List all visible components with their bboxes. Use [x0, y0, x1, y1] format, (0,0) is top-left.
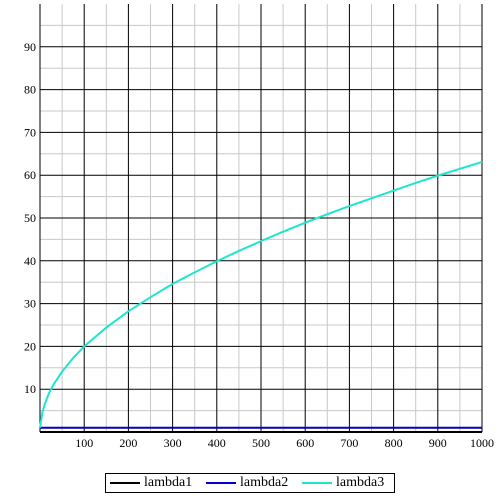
y-tick-label: 80: [24, 83, 36, 97]
y-tick-label: 90: [24, 40, 36, 54]
legend-swatch-lambda1: [110, 482, 140, 484]
legend-swatch-lambda2: [206, 482, 236, 484]
x-tick-labels: 100 200 300 400 500 600 700 800 900 1000: [75, 436, 494, 450]
series-line-lambda3: [39, 160, 483, 428]
x-tick-label: 500: [252, 436, 270, 450]
x-tick-label: 300: [164, 436, 182, 450]
legend: lambda1 lambda2 lambda3: [105, 473, 395, 493]
x-tick-label: 400: [208, 436, 226, 450]
legend-label-lambda1: lambda1: [144, 475, 193, 490]
legend-item-lambda3: lambda3: [298, 475, 394, 491]
y-tick-label: 70: [24, 125, 36, 139]
y-tick-labels: 10 20 30 40 50 60 70 80 90: [24, 40, 36, 396]
legend-label-lambda3: lambda3: [336, 475, 385, 490]
x-tick-label: 600: [296, 436, 314, 450]
x-tick-label: 700: [340, 436, 358, 450]
y-tick-label: 20: [24, 339, 36, 353]
major-grid: [40, 4, 483, 432]
x-tick-label: 1000: [470, 436, 494, 450]
x-tick-label: 800: [385, 436, 403, 450]
y-tick-label: 50: [24, 211, 36, 225]
legend-item-lambda2: lambda2: [202, 475, 298, 491]
x-tick-label: 900: [429, 436, 447, 450]
y-tick-label: 30: [24, 297, 36, 311]
series-lines: [39, 160, 483, 433]
x-tick-label: 100: [75, 436, 93, 450]
y-tick-label: 60: [24, 168, 36, 182]
legend-label-lambda2: lambda2: [240, 475, 289, 490]
y-tick-label: 40: [24, 254, 36, 268]
legend-swatch-lambda3: [302, 482, 332, 484]
x-tick-label: 200: [119, 436, 137, 450]
legend-item-lambda1: lambda1: [106, 475, 202, 491]
y-tick-label: 10: [24, 382, 36, 396]
